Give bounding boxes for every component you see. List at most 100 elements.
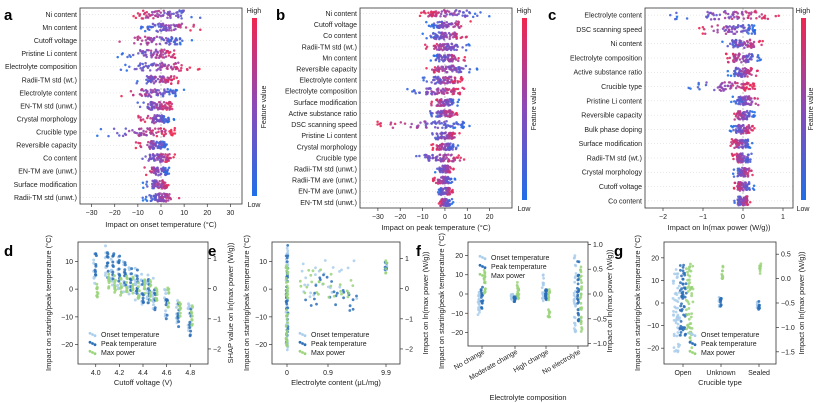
b-point xyxy=(440,33,444,36)
e-point xyxy=(384,267,388,270)
a-point xyxy=(149,36,153,40)
c-point xyxy=(740,124,743,128)
c-point xyxy=(748,87,752,91)
c-point xyxy=(738,189,742,192)
b-point xyxy=(450,190,453,193)
d-point-max-power xyxy=(166,305,170,309)
c-point xyxy=(735,154,739,158)
b-point xyxy=(461,14,464,17)
a-feature-label: Electrolyte composition xyxy=(5,64,77,71)
a-point xyxy=(157,130,160,133)
b-point xyxy=(442,178,445,181)
c-point xyxy=(669,13,672,17)
b-point xyxy=(433,78,436,82)
e-y-tick-label: 10 xyxy=(259,259,267,266)
f-point xyxy=(573,324,577,327)
b-feature-label: Radii-TM std (wt.) xyxy=(302,44,357,51)
f-point xyxy=(576,318,580,322)
c-point xyxy=(675,15,679,18)
a-point xyxy=(151,116,155,120)
d-y2-tick-label: 1 xyxy=(213,256,217,263)
b-point xyxy=(436,78,440,81)
a-point xyxy=(167,63,170,67)
b-point xyxy=(442,76,445,79)
c-point xyxy=(731,82,734,86)
g-legend-marker xyxy=(688,331,692,335)
a-point xyxy=(164,132,168,136)
a-point xyxy=(144,93,148,97)
f-point xyxy=(545,290,548,293)
c-point xyxy=(752,115,755,118)
a-point xyxy=(132,14,135,18)
d-point-max-power xyxy=(166,301,170,305)
a-point xyxy=(173,126,177,130)
c-point xyxy=(743,166,747,170)
b-point xyxy=(442,204,446,207)
a-point xyxy=(141,25,144,29)
a-point xyxy=(179,14,183,17)
c-point xyxy=(738,96,741,99)
b-point xyxy=(446,168,449,172)
c-point xyxy=(737,73,741,77)
a-point xyxy=(150,10,154,14)
c-point xyxy=(733,100,736,103)
e-point xyxy=(285,246,289,250)
e-point xyxy=(285,343,289,347)
g-point xyxy=(672,318,676,322)
a-point xyxy=(149,51,153,55)
c-point xyxy=(742,159,746,162)
a-point xyxy=(162,115,166,118)
d-legend-label: Peak temperature xyxy=(101,341,157,348)
e-point xyxy=(317,280,321,284)
f-point xyxy=(573,316,577,320)
c-point xyxy=(740,130,744,134)
b-point xyxy=(450,102,454,106)
c-point xyxy=(732,168,736,171)
a-point xyxy=(145,183,148,186)
b-point xyxy=(447,115,451,118)
a-point xyxy=(159,68,162,72)
a-point xyxy=(159,161,162,164)
c-point xyxy=(753,32,757,36)
g-point xyxy=(676,286,680,290)
a-point xyxy=(156,154,160,157)
c-point xyxy=(744,161,748,164)
a-point xyxy=(159,105,163,109)
b-point xyxy=(414,92,417,95)
a-point xyxy=(144,195,148,199)
b-point xyxy=(448,75,451,79)
f-legend-marker xyxy=(483,257,487,261)
d-point-max-power xyxy=(143,291,147,295)
a-point xyxy=(157,127,160,131)
c-point xyxy=(726,74,730,77)
a-point xyxy=(133,41,136,45)
b-point xyxy=(424,90,428,94)
panel-c-points xyxy=(645,8,793,208)
panel-b-colorbar xyxy=(522,18,527,200)
a-point xyxy=(144,133,148,137)
a-point xyxy=(159,199,163,203)
b-point xyxy=(447,146,450,150)
d-x-tick-label: 4.8 xyxy=(185,370,195,377)
f-point xyxy=(483,280,487,284)
c-point xyxy=(743,42,746,45)
a-point xyxy=(168,193,171,196)
f-point xyxy=(573,280,577,284)
e-y-tick-label: −10 xyxy=(255,314,267,321)
b-point xyxy=(434,12,438,16)
c-point xyxy=(757,56,761,59)
d-point-max-power xyxy=(136,296,140,300)
c-point xyxy=(741,24,744,28)
c-point xyxy=(723,81,726,84)
b-point xyxy=(437,44,440,47)
b-point xyxy=(450,43,454,46)
d-point-max-power xyxy=(178,304,182,308)
a-point xyxy=(153,106,156,110)
b-point xyxy=(434,137,438,141)
c-point xyxy=(745,54,748,57)
g-point xyxy=(688,274,692,278)
a-point xyxy=(157,100,161,104)
b-point xyxy=(447,87,451,91)
a-point xyxy=(155,140,158,144)
